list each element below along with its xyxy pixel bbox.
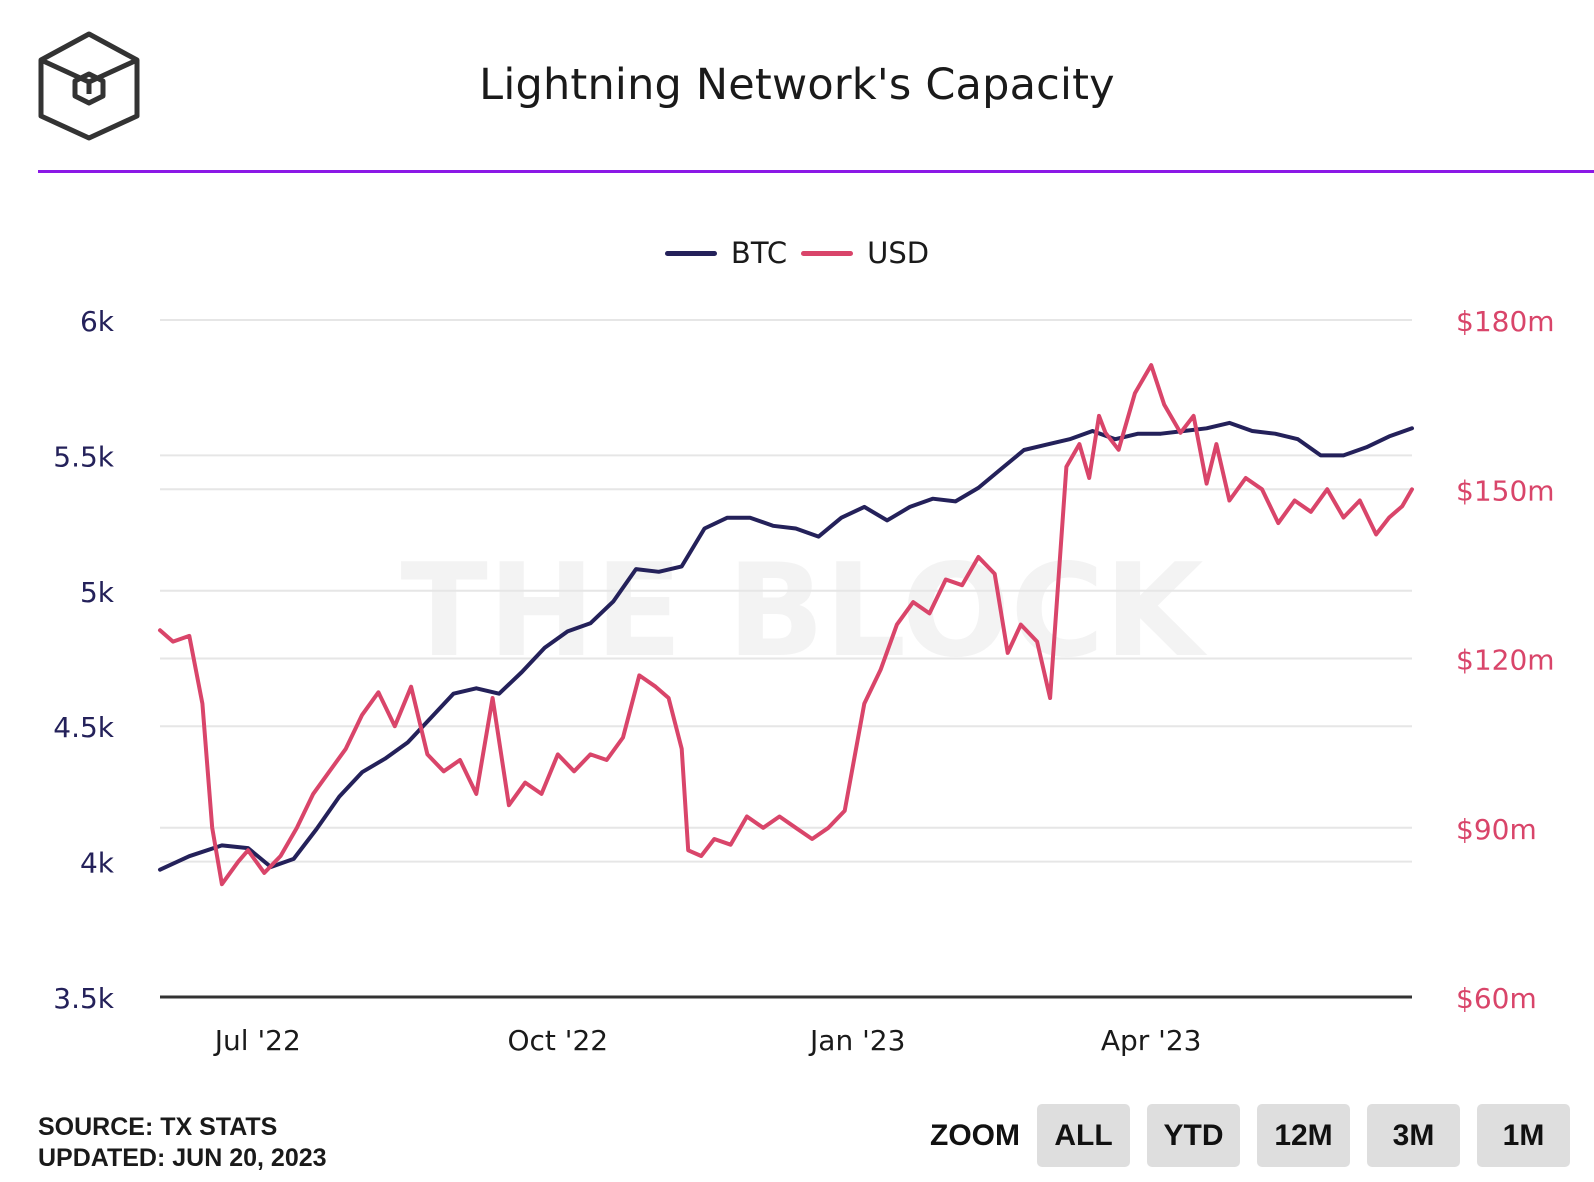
legend-swatch-btc bbox=[664, 250, 717, 256]
updated-text: UPDATED: JUN 20, 2023 bbox=[38, 1144, 327, 1172]
chart-legend: BTC USD bbox=[0, 236, 1594, 270]
y-left-tick-label: 5k bbox=[80, 576, 115, 609]
legend-label-btc: BTC bbox=[730, 236, 788, 270]
y-left-tick-label: 5.5k bbox=[53, 440, 115, 473]
y-right-tick-label: $90m bbox=[1456, 813, 1537, 846]
zoom-3m-button[interactable]: 3M bbox=[1367, 1104, 1460, 1167]
watermark-text: THE BLOCK bbox=[401, 537, 1209, 686]
y-left-tick-label: 3.5k bbox=[53, 982, 115, 1015]
y-right-tick-label: $180m bbox=[1456, 305, 1555, 338]
y-right-tick-label: $150m bbox=[1456, 474, 1555, 507]
y-right-tick-label: $60m bbox=[1456, 982, 1537, 1015]
series-line-usd bbox=[158, 363, 1414, 887]
zoom-all-button[interactable]: ALL bbox=[1037, 1104, 1130, 1167]
series-line-btc bbox=[158, 420, 1414, 872]
source-note: SOURCE: TX STATS UPDATED: JUN 20, 2023 bbox=[38, 1112, 327, 1174]
legend-item-btc[interactable]: BTC bbox=[664, 236, 788, 270]
chart-title: Lightning Network's Capacity bbox=[479, 60, 1115, 110]
legend-item-usd[interactable]: USD bbox=[801, 236, 929, 270]
x-tick-label: Oct '22 bbox=[507, 1024, 608, 1057]
zoom-ytd-button[interactable]: YTD bbox=[1147, 1104, 1240, 1167]
x-tick-label: Apr '23 bbox=[1101, 1024, 1202, 1057]
legend-swatch-usd bbox=[801, 250, 854, 256]
zoom-12m-button[interactable]: 12M bbox=[1257, 1104, 1350, 1167]
zoom-controls: ZOOM ALL YTD 12M 3M 1M bbox=[930, 1104, 1570, 1167]
y-left-tick-label: 4.5k bbox=[53, 711, 115, 744]
x-tick-label: Jul '22 bbox=[213, 1024, 301, 1057]
header-divider bbox=[38, 170, 1594, 173]
zoom-1m-button[interactable]: 1M bbox=[1477, 1104, 1570, 1167]
legend-label-usd: USD bbox=[867, 236, 930, 270]
x-tick-label: Jan '23 bbox=[808, 1024, 905, 1057]
source-text: SOURCE: TX STATS bbox=[38, 1113, 278, 1141]
y-left-tick-label: 4k bbox=[80, 847, 115, 880]
y-left-tick-label: 6k bbox=[80, 305, 115, 338]
the-block-logo-icon bbox=[38, 31, 140, 141]
zoom-label: ZOOM bbox=[930, 1118, 1020, 1152]
y-right-tick-label: $120m bbox=[1456, 644, 1555, 677]
